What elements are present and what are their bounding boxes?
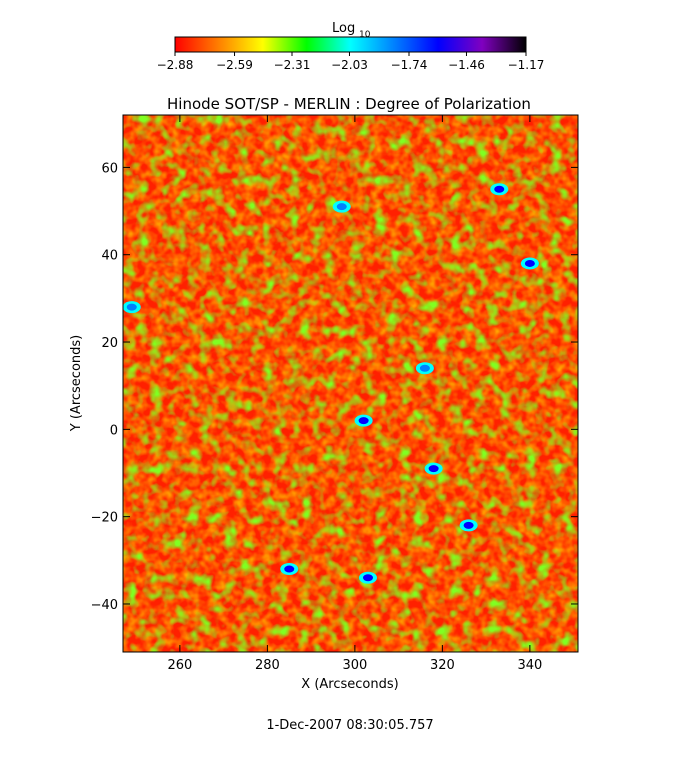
feature-core [336, 203, 347, 211]
feature-core [358, 417, 369, 425]
x-axis-label: X (Arcseconds) [301, 677, 398, 692]
colorbar-tick-label: −1.17 [508, 58, 545, 72]
feature-core [463, 521, 474, 529]
x-tick-label: 260 [167, 658, 192, 673]
feature-core [284, 565, 295, 573]
heatmap-image [123, 115, 578, 652]
colorbar-tick-label: −2.03 [331, 58, 368, 72]
y-axis-label: Y (Arcseconds) [69, 335, 84, 432]
y-tick-label: 40 [101, 249, 118, 264]
feature-core [363, 574, 373, 582]
feature-core [126, 303, 137, 311]
feature-core [419, 364, 430, 372]
y-axis: −40 −20 0 20 40 60 [91, 161, 578, 613]
colorbar: Log 10 −2.88 −2.59 −2.31 −2.03 −1.74 −1.46 −1.… [157, 21, 545, 72]
feature-core [428, 465, 439, 473]
timestamp: 1-Dec-2007 08:30:05.757 [266, 718, 433, 733]
y-tick-label: −40 [91, 598, 118, 613]
x-tick-label: 300 [342, 658, 367, 673]
plot-frame [122, 114, 579, 653]
colorbar-tick-label: −1.74 [391, 58, 428, 72]
colorbar-tick-label: −2.31 [274, 58, 311, 72]
y-tick-label: 60 [101, 161, 118, 176]
feature-core [524, 259, 535, 267]
y-tick-label: 0 [110, 423, 118, 438]
colorbar-ticks: −2.88 −2.59 −2.31 −2.03 −1.74 −1.46 −1.17 [157, 52, 545, 72]
x-tick-label: 340 [517, 658, 542, 673]
colorbar-label-subscript: 10 [359, 30, 371, 40]
colorbar-tick-label: −2.59 [216, 58, 253, 72]
x-axis: 260 280 300 320 340 [167, 115, 542, 673]
colorbar-tick-label: −2.88 [157, 58, 194, 72]
feature-core [494, 185, 505, 193]
colorbar-gradient [174, 36, 527, 53]
colorbar-tick-label: −1.46 [448, 58, 485, 72]
x-tick-label: 320 [430, 658, 455, 673]
colorbar-label: Log [332, 21, 355, 36]
chart-title: Hinode SOT/SP - MERLIN : Degree of Polar… [167, 95, 531, 113]
y-tick-label: −20 [91, 511, 118, 526]
y-tick-label: 20 [101, 336, 118, 351]
x-tick-label: 280 [255, 658, 280, 673]
